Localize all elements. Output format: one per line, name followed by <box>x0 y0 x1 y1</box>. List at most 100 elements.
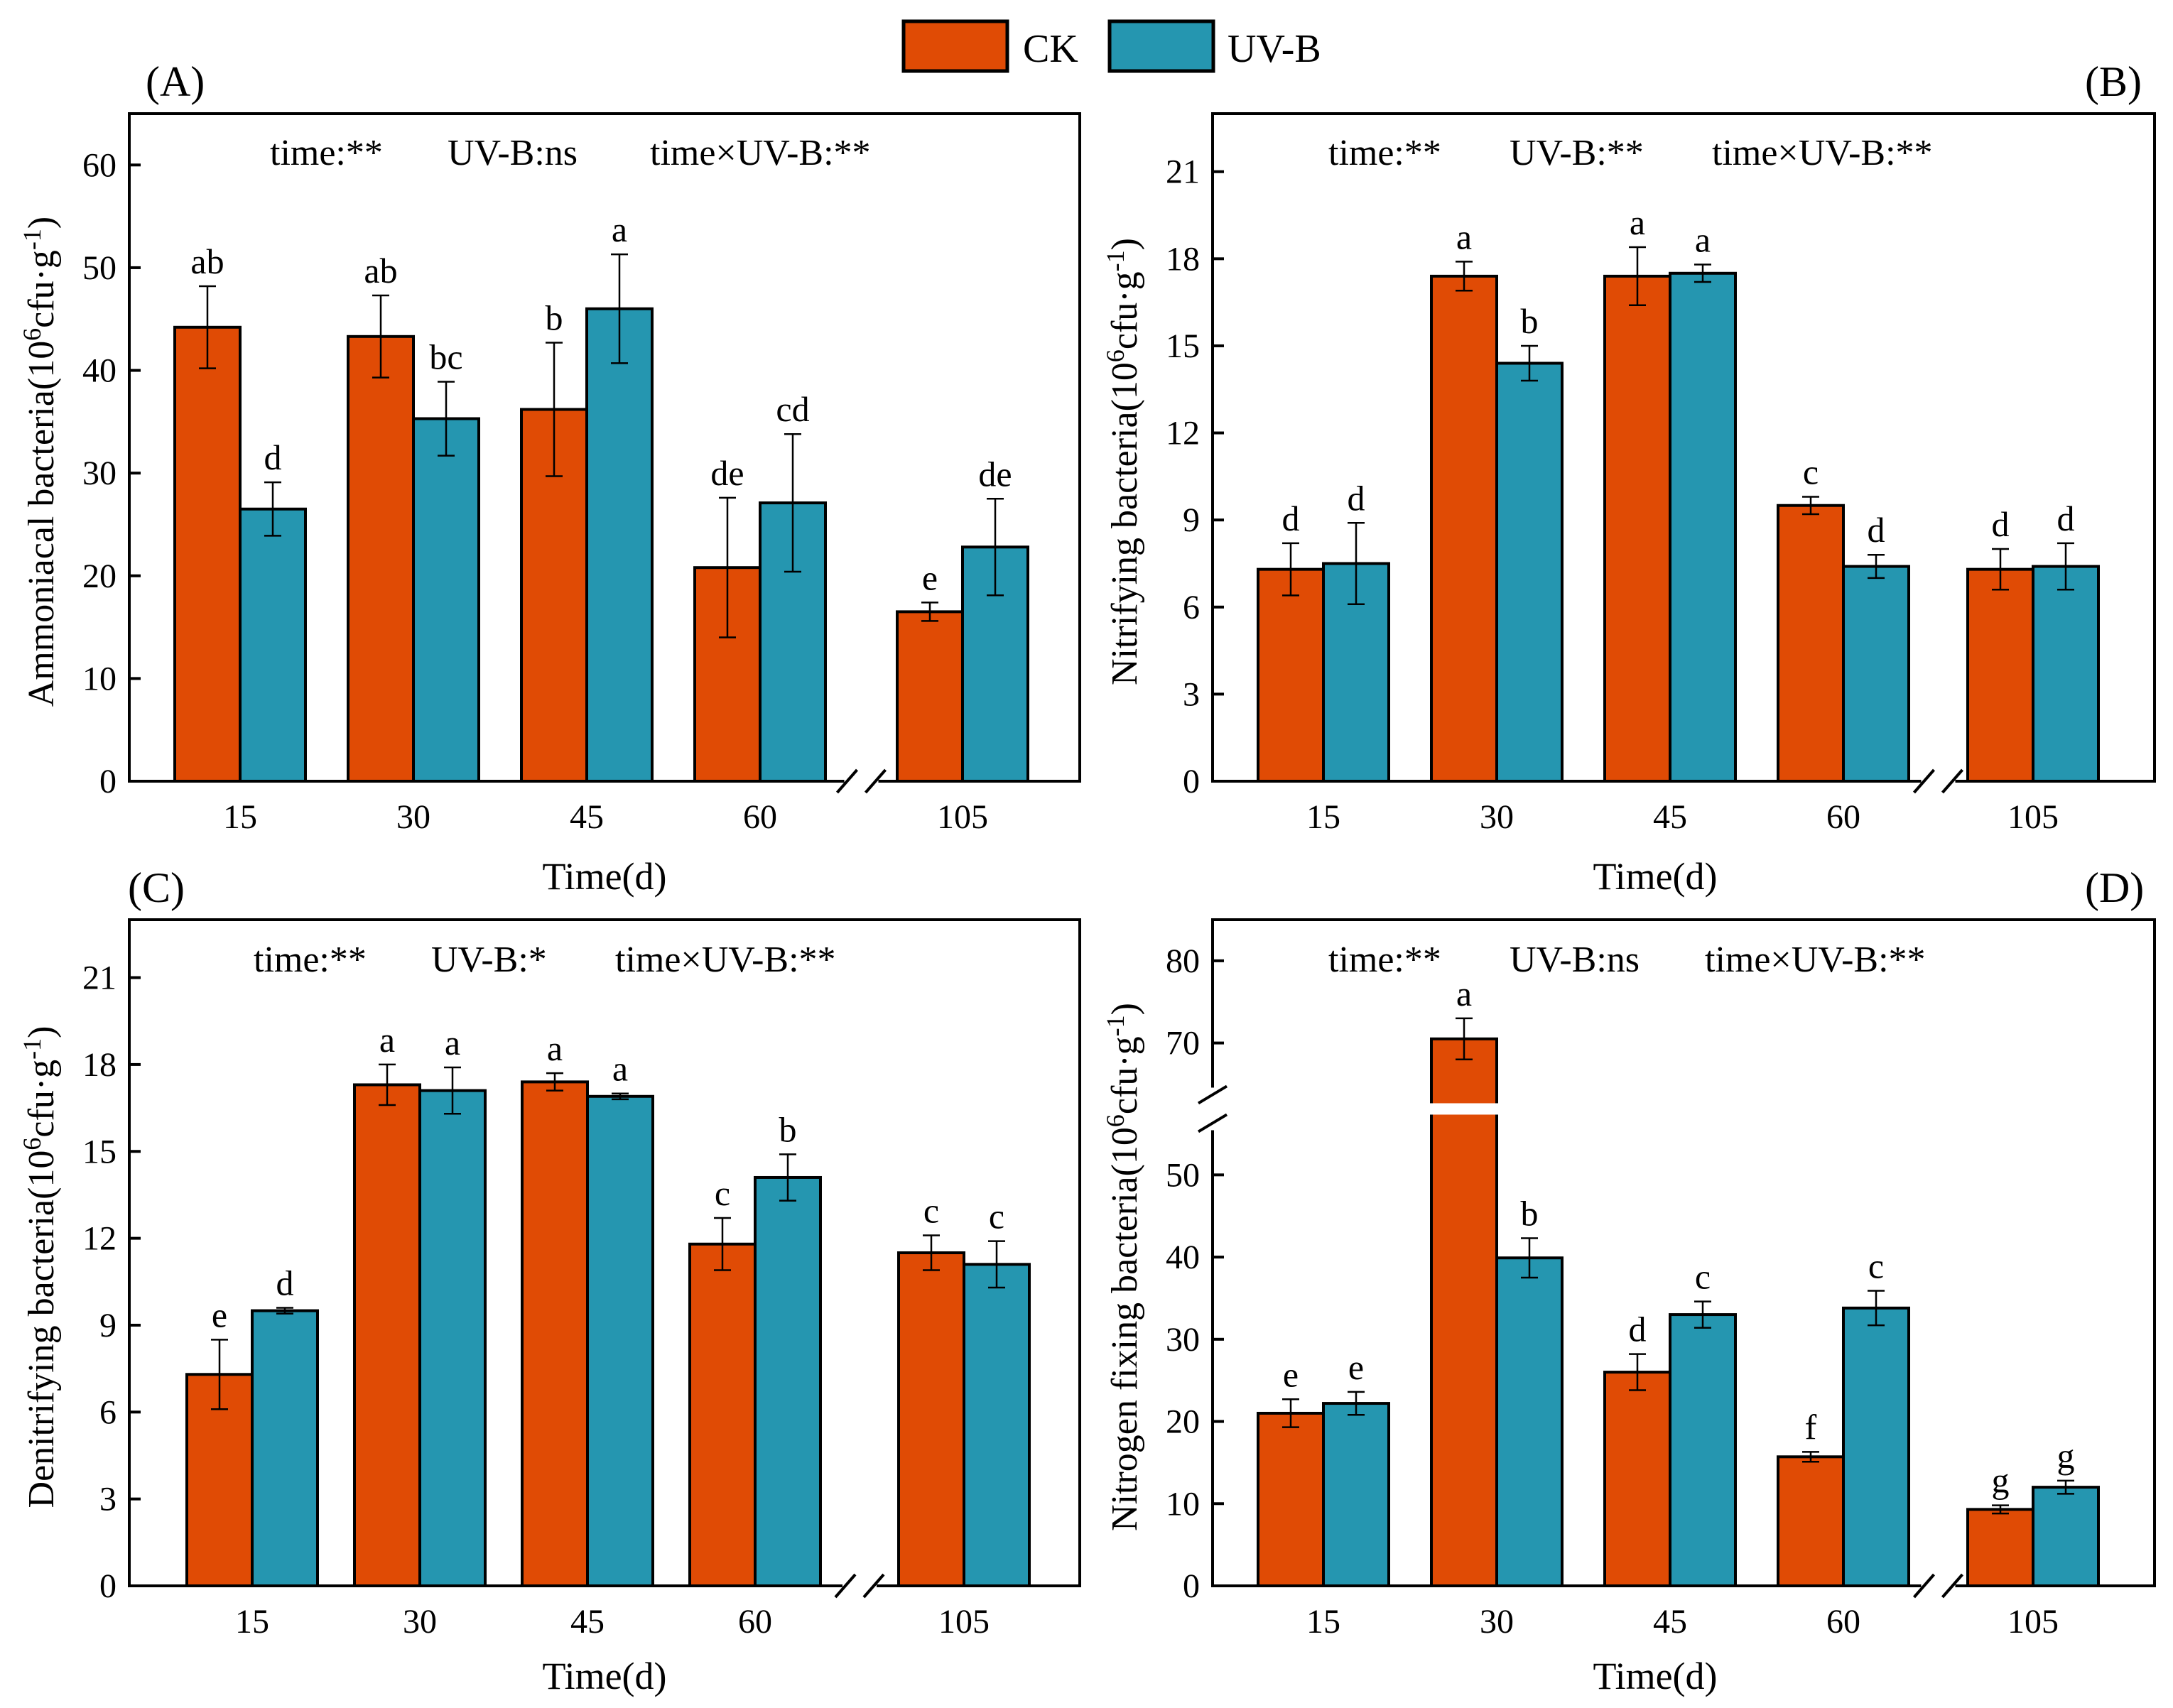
x-axis-break-mark <box>1941 1573 1964 1599</box>
ck-bar <box>1966 567 2034 783</box>
y-axis-label-superscript: 6 <box>18 328 46 341</box>
y-tick-label: 10 <box>1166 1485 1200 1523</box>
stats-annotation: UV-B:** <box>1510 133 1644 173</box>
legend-label-uv-b: UV-B <box>1228 27 1321 71</box>
y-axis-label-part: Denitrifying bacteria(10 <box>21 1151 62 1508</box>
x-tick-label: 15 <box>235 1603 269 1641</box>
y-axis-label-part: ) <box>1105 238 1145 250</box>
y-axis-label-superscript: -1 <box>18 1038 46 1060</box>
y-tick-label: 18 <box>82 1046 116 1084</box>
significance-letter: b <box>779 1109 797 1149</box>
x-tick-label: 30 <box>403 1603 437 1641</box>
y-tick-label: 18 <box>1166 240 1200 278</box>
y-axis-label: Nitrogen fixing bacteria(106cfu·g-1) <box>1101 1003 1145 1531</box>
ck-bar <box>896 610 964 783</box>
x-tick-label: 105 <box>2007 1603 2059 1641</box>
ck-bar <box>1430 274 1498 783</box>
y-axis-label: Ammoniacal bacteria(106cfu·g-1) <box>18 217 62 707</box>
y-tick-label: 20 <box>82 557 116 595</box>
x-axis-break-mark <box>835 768 859 794</box>
y-tick-label: 3 <box>1183 675 1200 713</box>
x-tick-label: 30 <box>1480 798 1514 836</box>
y-tick-label: 50 <box>1166 1156 1200 1194</box>
significance-letter: cd <box>776 389 809 429</box>
stats-annotation: UV-B:ns <box>1510 940 1640 980</box>
stats-annotation: time:** <box>254 940 367 980</box>
significance-letter: c <box>1868 1246 1884 1286</box>
legend-label-ck: CK <box>1023 27 1078 71</box>
y-axis-break-mark <box>1197 1113 1228 1133</box>
panel-b: 0 3 6 9 12 15 18 21 15 30 45 60 105 d a a c d d b a d d (B) time… <box>1101 58 2156 898</box>
x-axis-break-gap <box>844 777 879 785</box>
ck-bar <box>353 1083 421 1587</box>
y-tick-label: 10 <box>82 660 116 697</box>
x-tick-label: 60 <box>738 1603 772 1641</box>
uvb-bar <box>1842 565 1910 783</box>
ck-bar <box>1777 504 1845 783</box>
x-tick-label: 60 <box>743 798 777 836</box>
uvb-bar <box>2032 565 2100 783</box>
y-tick-label: 80 <box>1166 942 1200 980</box>
ck-bar <box>1430 1037 1498 1587</box>
significance-letter: de <box>710 453 744 493</box>
ck-bar <box>688 1242 757 1588</box>
stats-annotation: time×UV-B:** <box>615 940 836 980</box>
significance-letter: a <box>612 1049 628 1089</box>
significance-letter: e <box>212 1295 227 1334</box>
x-tick-label: 45 <box>570 798 604 836</box>
stats-annotation: UV-B:* <box>431 940 547 980</box>
uvb-bar <box>963 1263 1031 1587</box>
y-axis-label-part: ) <box>1105 1003 1145 1015</box>
significance-letter: d <box>1348 478 1365 518</box>
stats-annotation: time:** <box>270 133 383 173</box>
uvb-bar <box>2032 1486 2100 1588</box>
y-tick-label: 70 <box>1166 1025 1200 1062</box>
legend-swatch-ck <box>901 19 1009 73</box>
y-axis-label-part: cfu·g <box>1105 1036 1145 1114</box>
panel-label: (B) <box>2085 58 2142 105</box>
x-tick-label: 15 <box>223 798 257 836</box>
y-axis-label: Denitrifying bacteria(106cfu·g-1) <box>18 1026 62 1508</box>
y-axis-break-mark <box>1197 1084 1228 1105</box>
x-axis-break-gap <box>842 1582 877 1590</box>
significance-letter: d <box>1629 1310 1647 1349</box>
y-axis-label-superscript: -1 <box>1101 250 1129 271</box>
uvb-bar <box>586 1094 654 1587</box>
x-axis-break-mark <box>1912 1573 1936 1599</box>
panel-c: 0 3 6 9 12 15 18 21 15 30 45 60 105 e a a c c d a a b c (C) time… <box>18 864 1081 1697</box>
y-tick-label: 20 <box>1166 1403 1200 1441</box>
y-axis-label-part: ) <box>21 217 62 229</box>
significance-letter: d <box>1868 510 1885 550</box>
significance-letter: a <box>612 210 627 249</box>
y-axis-label-part: cfu·g <box>21 1060 62 1138</box>
x-tick-label: 45 <box>1653 1603 1687 1641</box>
x-axis-label: Time(d) <box>1593 1655 1717 1697</box>
uvb-bar <box>1322 1402 1390 1588</box>
uvb-bar <box>1669 271 1737 783</box>
significance-letter: c <box>1803 452 1819 491</box>
x-tick-label: 105 <box>2007 798 2059 836</box>
significance-letter: de <box>978 454 1012 494</box>
ck-bar <box>521 1080 589 1587</box>
significance-letter: c <box>715 1173 730 1213</box>
uvb-bar <box>251 1309 319 1587</box>
significance-letter: d <box>1992 504 2010 544</box>
x-tick-label: 105 <box>938 1603 990 1641</box>
x-axis-break-gap <box>1921 1582 1956 1590</box>
panel-label: (D) <box>2085 864 2144 911</box>
significance-letter: g <box>1992 1461 2010 1501</box>
ck-bar <box>1603 274 1671 783</box>
y-tick-label: 0 <box>99 763 116 800</box>
uvb-bar <box>1842 1306 1910 1587</box>
y-tick-label: 15 <box>82 1133 116 1170</box>
significance-letter: bc <box>429 337 462 376</box>
y-tick-label: 3 <box>99 1481 116 1518</box>
y-axis-label-part: ) <box>21 1026 62 1038</box>
x-axis-break-mark <box>864 768 887 794</box>
x-axis-label: Time(d) <box>542 1655 666 1697</box>
panel-label: (A) <box>146 58 205 105</box>
significance-letter: b <box>1521 1193 1539 1233</box>
x-axis-break-mark <box>862 1573 885 1599</box>
x-tick-label: 45 <box>1653 798 1687 836</box>
